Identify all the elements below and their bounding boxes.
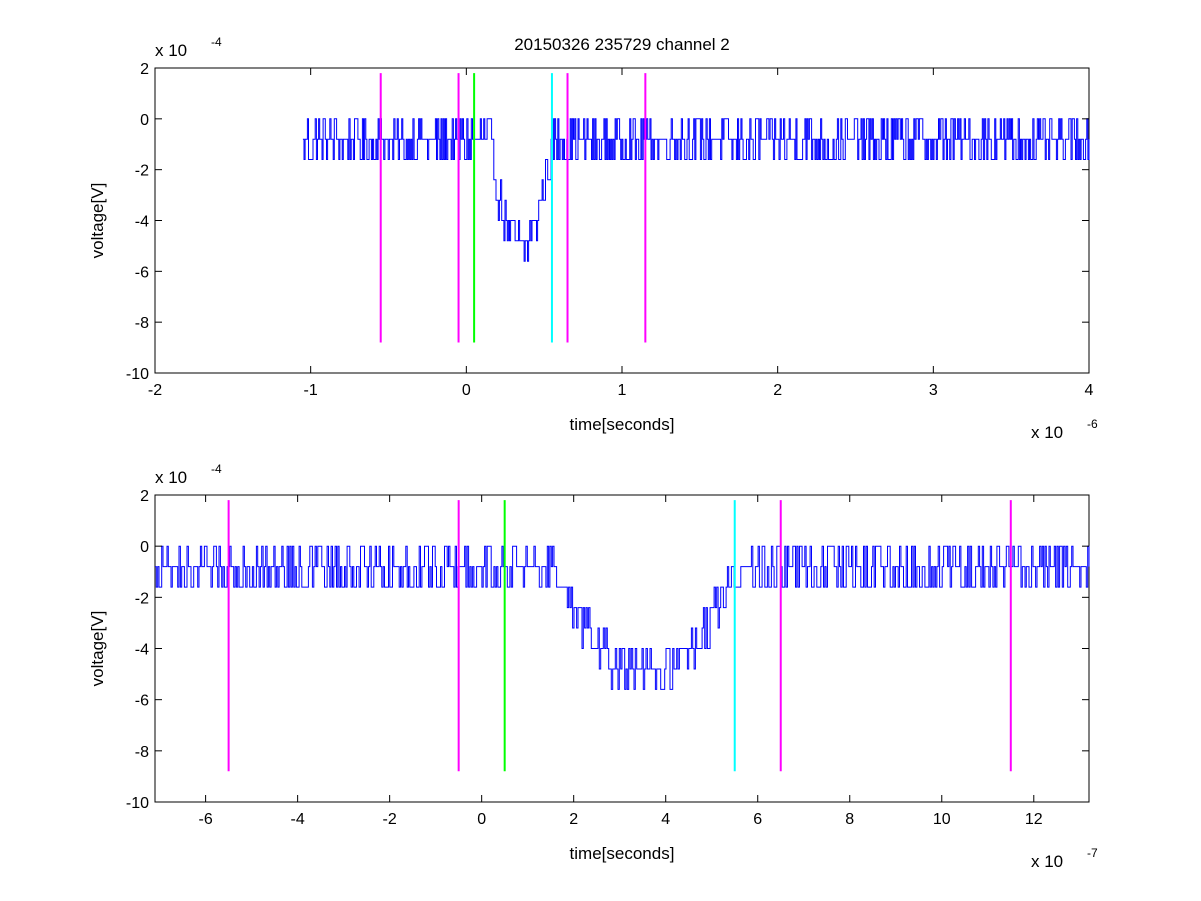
y-tick-label: -10	[126, 795, 149, 812]
y-exponent-power: -4	[211, 462, 222, 476]
x-tick-label: 0	[462, 382, 471, 399]
x-exponent-base: x 10	[1031, 423, 1063, 442]
x-tick-label: 1	[618, 382, 627, 399]
x-tick-label: -6	[198, 811, 212, 828]
x-tick-label: 2	[773, 382, 782, 399]
x-tick-label: 6	[753, 811, 762, 828]
y-tick-label: 0	[140, 539, 149, 556]
y-tick-label: -4	[135, 642, 149, 659]
y-exponent-power: -4	[211, 35, 222, 49]
x-axis-label: time[seconds]	[570, 415, 675, 434]
chart-title: 20150326 235729 channel 2	[514, 35, 730, 54]
y-exponent-base: x 10	[155, 468, 187, 487]
y-tick-label: 0	[140, 112, 149, 129]
y-tick-label: -10	[126, 366, 149, 383]
y-tick-label: -6	[135, 264, 149, 281]
x-tick-label: -2	[383, 811, 397, 828]
y-tick-label: -8	[135, 744, 149, 761]
x-axis-label: time[seconds]	[570, 844, 675, 863]
bottom-plot-panel: -6 -4 -2 0 2 4 6 8 10 12 -10 -8 -6 -4 -2 0 2 time[seconds…	[88, 462, 1098, 871]
signal-trace	[302, 118, 1090, 262]
y-tick-label: -6	[135, 693, 149, 710]
x-tick-label: 3	[929, 382, 938, 399]
y-axis-label: voltage[V]	[88, 611, 107, 687]
x-exponent-power: -7	[1087, 846, 1098, 860]
x-tick-label: 12	[1025, 811, 1043, 828]
y-tick-label: -2	[135, 590, 149, 607]
x-tick-label: -1	[304, 382, 318, 399]
y-tick-label: -8	[135, 315, 149, 332]
signal-trace	[155, 545, 1090, 690]
y-axis-label: voltage[V]	[88, 183, 107, 259]
y-exponent-base: x 10	[155, 41, 187, 60]
y-tick-label: 2	[140, 61, 149, 78]
y-tick-label: 2	[140, 488, 149, 505]
x-exponent-base: x 10	[1031, 852, 1063, 871]
x-tick-label: 10	[933, 811, 951, 828]
y-tick-label: -4	[135, 214, 149, 231]
x-tick-label: -4	[291, 811, 305, 828]
x-tick-label: 2	[569, 811, 578, 828]
x-tick-label: 4	[1085, 382, 1094, 399]
plot-area	[154, 67, 1090, 374]
x-tick-label: 4	[661, 811, 670, 828]
x-exponent-power: -6	[1087, 417, 1098, 431]
x-tick-label: 8	[845, 811, 854, 828]
x-tick-label: 0	[477, 811, 486, 828]
y-tick-label: -2	[135, 163, 149, 180]
x-tick-label: -2	[148, 382, 162, 399]
